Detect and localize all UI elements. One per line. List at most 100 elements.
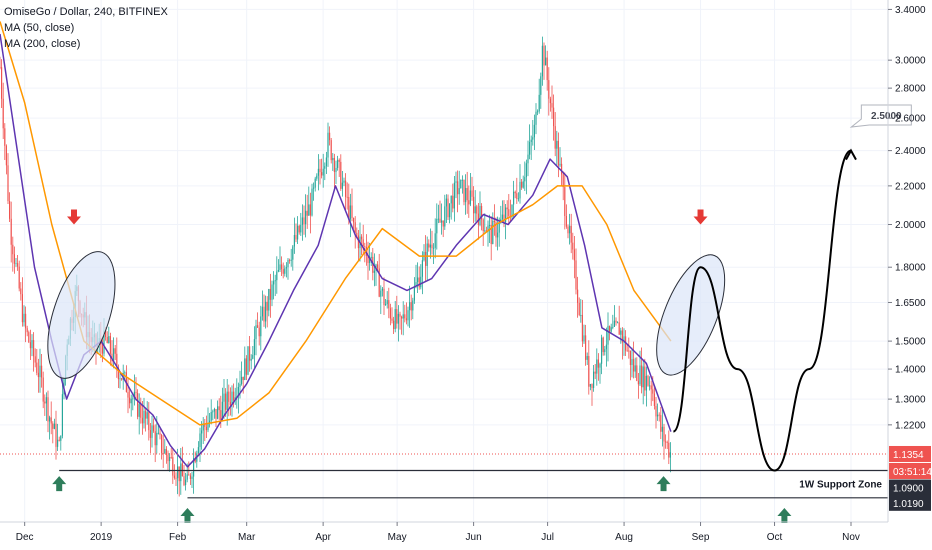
candle-body [401, 316, 403, 319]
candle-body [49, 417, 51, 422]
candle-body [369, 257, 371, 263]
candle-body [164, 448, 166, 454]
candle-body [329, 132, 331, 141]
candle-body [317, 168, 319, 176]
candle-body [442, 220, 444, 227]
candle-body [645, 375, 647, 391]
candle-body [249, 346, 251, 361]
candle-body [20, 288, 22, 295]
candle-body [277, 269, 279, 272]
candle-body [381, 288, 383, 291]
price-tick-label: 1.6500 [895, 298, 926, 309]
candle-body [137, 393, 139, 417]
grid-lines [0, 0, 888, 522]
candle-body [508, 209, 510, 216]
candle-body [212, 411, 214, 413]
candle-body [460, 179, 462, 189]
candle-body [418, 277, 420, 288]
candle-body [117, 367, 119, 380]
candle-body [649, 385, 651, 387]
candle-body [490, 225, 492, 244]
chart-legend: OmiseGo / Dollar, 240, BITFINEX MA (50, … [4, 4, 168, 52]
candle-body [596, 359, 598, 374]
candle-body [580, 314, 582, 316]
candle-body [497, 232, 499, 238]
candle-body [657, 414, 659, 417]
candle-body [282, 269, 284, 274]
candle-body [169, 457, 171, 462]
time-tick-label: Nov [842, 532, 860, 543]
candle-body [644, 366, 646, 391]
candle-body [34, 356, 36, 363]
candle-body [205, 426, 207, 431]
price-tick-label: 2.4000 [895, 146, 926, 157]
candle-body [447, 198, 449, 218]
candle-body [420, 276, 422, 288]
candle-body [37, 372, 39, 378]
down-arrow-icon [693, 209, 708, 225]
candle-body [441, 220, 443, 223]
candle-body [26, 328, 28, 333]
candle-body [257, 325, 259, 328]
candle-body [591, 384, 593, 388]
time-tick-label: Jun [466, 532, 482, 543]
candle-body [55, 423, 57, 447]
candle-body [189, 475, 191, 479]
candle-body [250, 358, 252, 361]
candle-body [41, 365, 43, 378]
candle-body [209, 420, 211, 424]
candle-body [396, 309, 398, 324]
candle-body [290, 259, 292, 261]
candle-body [173, 475, 175, 478]
time-axis[interactable]: Dec 2019 Feb Mar Apr May Jun Jul Aug Sep Oct Nov [16, 522, 860, 543]
candle-body [661, 426, 663, 432]
candle-body [569, 225, 571, 234]
candle-body [455, 181, 457, 183]
up-arrow-icon [656, 476, 671, 492]
candle-body [389, 308, 391, 319]
candle-body [463, 179, 465, 203]
candle-body [589, 384, 591, 387]
candle-body [165, 448, 167, 455]
candle-body [121, 378, 123, 380]
candle-body [303, 217, 305, 225]
candle-body [322, 168, 324, 176]
candle-body [588, 356, 590, 387]
candle-body [114, 348, 116, 354]
candle-body [245, 358, 247, 375]
candle-body [25, 313, 27, 329]
candle-body [330, 140, 332, 161]
candle-body [58, 439, 60, 441]
candle-body [186, 474, 188, 480]
candle-body [293, 234, 295, 247]
candle-body [578, 302, 580, 315]
candle-body [357, 235, 359, 249]
candle-body [337, 159, 339, 168]
candle-body [421, 260, 423, 277]
candle-body [1, 67, 3, 99]
candle-body [620, 330, 622, 335]
candle-body [268, 288, 270, 311]
candle-body [221, 401, 223, 421]
candle-body [428, 243, 430, 248]
price-axis[interactable]: 3.4000 3.0000 2.8000 2.6000 2.4000 2.2000 2.00… [888, 5, 932, 511]
candle-body [143, 410, 145, 424]
candle-body [540, 76, 542, 95]
candle-body [404, 314, 406, 319]
candle-body [306, 210, 308, 216]
candle-body [356, 232, 358, 236]
projection-path [672, 149, 852, 472]
candle-body [553, 107, 555, 127]
candle-body [541, 45, 543, 77]
candle-body [385, 304, 387, 306]
candle-body [655, 405, 657, 417]
candle-body [340, 161, 342, 189]
candle-body [354, 222, 356, 233]
candle-body [561, 163, 563, 175]
candle-body [407, 310, 409, 321]
candle-body [412, 300, 414, 311]
candle-body [274, 280, 276, 282]
candle-body [45, 397, 47, 404]
candle-body [564, 187, 566, 217]
